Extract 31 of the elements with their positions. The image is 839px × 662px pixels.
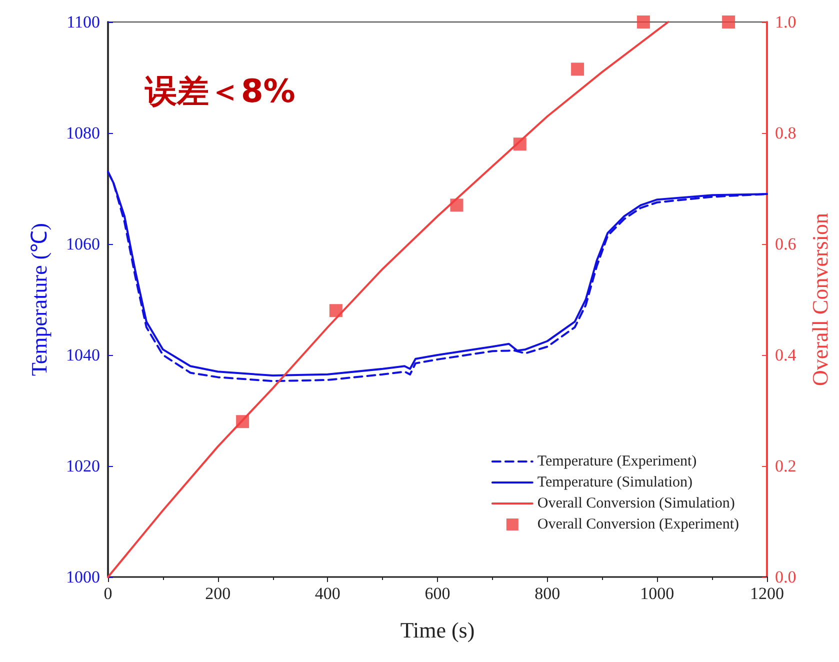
y2-tick-label: 1.0	[775, 12, 796, 32]
y-tick-label: 1000	[66, 568, 100, 586]
y-tick-label: 1100	[66, 12, 100, 32]
y2-tick-label: 0.4	[775, 346, 797, 364]
x-tick-label: 1000	[640, 584, 674, 603]
legend-label: Overall Conversion (Simulation)	[537, 496, 735, 512]
y2-axis-title: Overall Conversion	[808, 213, 832, 386]
legend-label: Temperature (Simulation)	[537, 474, 693, 490]
y2-tick-label: 0.6	[775, 234, 796, 254]
point	[571, 62, 584, 76]
x-tick-label: 1200	[750, 584, 784, 603]
y-tick-label: 1020	[66, 456, 100, 476]
point	[329, 304, 342, 318]
x-tick-label: 600	[424, 584, 450, 603]
legend-label: Temperature (Experiment)	[537, 454, 697, 470]
x-tick-label: 200	[205, 584, 231, 603]
x-tick-label: 0	[104, 584, 112, 603]
y-tick-label: 1060	[66, 234, 100, 254]
legend-label: Overall Conversion (Experiment)	[537, 516, 740, 532]
point	[722, 16, 736, 28]
y-tick-label: 1080	[66, 124, 100, 142]
y-axis-title: Temperature (℃)	[26, 223, 52, 376]
point	[636, 16, 650, 28]
y-tick-label: 1040	[66, 346, 100, 364]
y2-tick-label: 0.2	[775, 456, 796, 476]
annotation: 误差＜8%	[144, 72, 296, 110]
x-tick-label: 400	[314, 584, 340, 603]
y2-tick-label: 0.8	[775, 124, 796, 142]
x-axis-title: Time (s)	[400, 618, 475, 642]
y2-tick-label: 0.0	[775, 568, 796, 586]
x-tick-label: 800	[534, 584, 560, 603]
